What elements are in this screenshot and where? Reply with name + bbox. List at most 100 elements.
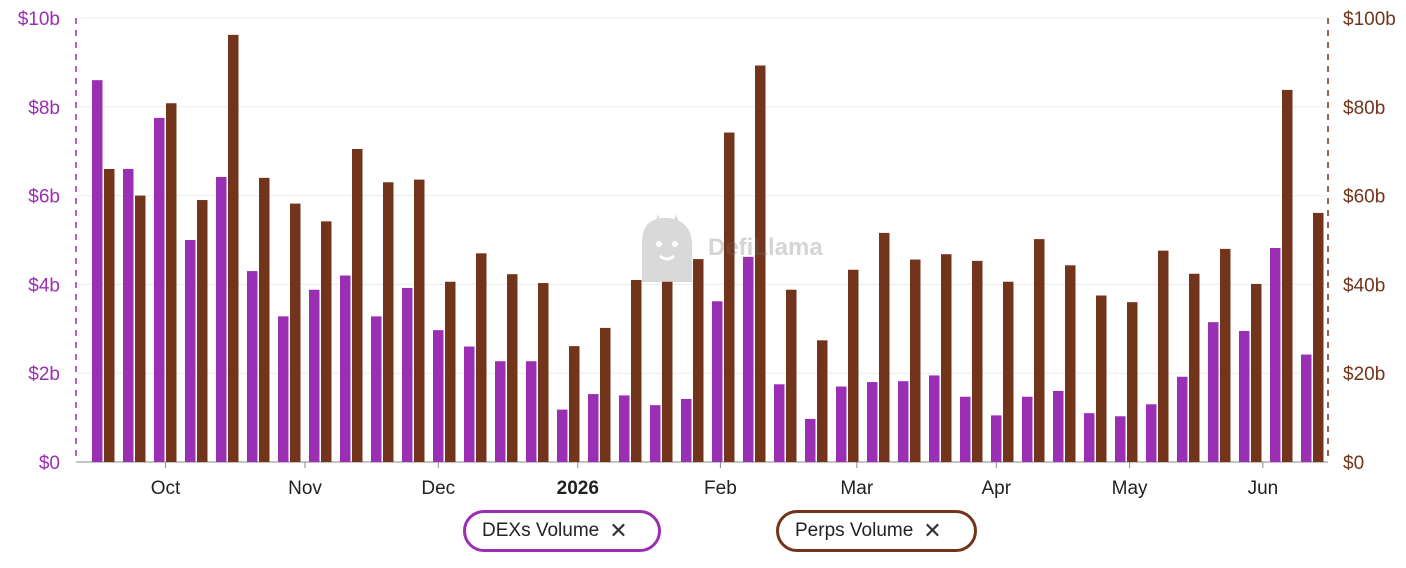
legend: DEXs Volume ✕ Perps Volume ✕ [0, 510, 1406, 556]
dex-volume-bar [1022, 396, 1033, 462]
perp-volume-bar [941, 254, 952, 462]
y-left-tick-label: $8b [28, 98, 60, 119]
perp-volume-bar [166, 103, 177, 463]
legend-dex-volume-toggle[interactable]: DEXs Volume ✕ [463, 510, 661, 552]
dex-volume-bar [929, 375, 940, 462]
dex-volume-bar [960, 396, 971, 462]
dex-volume-bar [1239, 331, 1250, 462]
dex-volume-bar [681, 398, 692, 462]
perp-volume-bar [476, 253, 487, 462]
y-left-tick-label: $2b [28, 364, 60, 385]
dex-volume-bar [1146, 404, 1157, 462]
perp-volume-bar [910, 259, 921, 462]
perp-volume-bar [259, 177, 270, 462]
legend-perp-label: Perps Volume [795, 520, 914, 541]
y-right-tick-label: $80b [1343, 98, 1385, 119]
perp-volume-bar [1003, 281, 1014, 462]
dex-volume-bar [402, 287, 413, 462]
y-right-tick-label: $0 [1343, 453, 1364, 474]
dex-volume-bar [1115, 416, 1126, 462]
y-right-tick-label: $60b [1343, 187, 1385, 208]
perp-volume-bar [135, 195, 146, 462]
dex-volume-bar [216, 176, 227, 462]
perp-volume-bar [507, 274, 518, 462]
perp-volume-bar [724, 132, 735, 462]
perp-volume-bar [1158, 250, 1169, 462]
y-right-tick-label: $40b [1343, 275, 1385, 296]
legend-dex-label: DEXs Volume [482, 520, 600, 541]
perp-volume-bar [445, 281, 456, 462]
legend-perps-volume-toggle[interactable]: Perps Volume ✕ [776, 510, 977, 552]
y-left-tick-label: $0 [39, 453, 60, 474]
perp-volume-bar [538, 283, 549, 462]
perp-volume-bar [321, 221, 332, 462]
watermark-text: DefiLlama [708, 234, 823, 261]
perp-volume-bar [1313, 212, 1324, 462]
dex-volume-bar [526, 361, 537, 462]
dex-volume-bar [557, 409, 568, 462]
x-tick-label: Dec [421, 478, 455, 499]
x-tick-label: Apr [982, 478, 1012, 499]
dex-volume-bar [278, 316, 289, 462]
perp-volume-bar [1220, 248, 1231, 462]
volume-bar-chart: $0 $2b $4b $6b $8b $10b $0 $20b $40b $60b $80b $100… [18, 9, 1396, 499]
dex-volume-bar [185, 240, 196, 462]
perp-volume-bar [786, 289, 797, 462]
dex-volume-bar [309, 289, 320, 462]
dex-volume-bar [1270, 247, 1281, 462]
dex-volume-bar [991, 415, 1002, 462]
perp-volume-bar [352, 148, 363, 463]
close-icon[interactable]: ✕ [609, 518, 628, 543]
x-tick-label: Feb [704, 478, 737, 499]
dex-volume-bar [867, 382, 878, 462]
perp-volume-bar [600, 327, 611, 462]
perp-volume-bar [972, 260, 983, 462]
x-tick-label: Oct [151, 478, 181, 499]
dex-volume-bar [1301, 354, 1312, 462]
y-right-tick-label: $100b [1343, 9, 1396, 30]
perp-volume-bar [1065, 265, 1076, 462]
dex-volume-bar [712, 301, 723, 462]
perp-volume-bar [631, 279, 642, 462]
dex-volume-bar [619, 395, 630, 462]
x-tick-label: 2026 [557, 478, 599, 499]
perp-volume-bar [228, 34, 239, 462]
perp-volume-bar [104, 168, 115, 462]
dex-volume-bar [588, 394, 599, 462]
dex-volume-bar [433, 330, 444, 462]
x-tick-label: May [1112, 478, 1148, 499]
dex-volume-bar [464, 346, 475, 462]
dex-volume-bar [123, 168, 134, 462]
perp-volume-bar [879, 232, 890, 462]
perp-volume-bar [817, 340, 828, 462]
perp-volume-bar [1096, 295, 1107, 462]
dex-volume-bar [92, 80, 103, 462]
dex-volume-bar [1177, 376, 1188, 462]
dex-volume-bar [1053, 390, 1064, 462]
dex-volume-bar [1208, 322, 1219, 462]
perp-volume-bar [755, 65, 766, 463]
dex-volume-bar [154, 117, 165, 463]
perp-volume-bar [383, 182, 394, 462]
dex-volume-bar [247, 271, 258, 462]
perp-volume-bar [197, 200, 208, 463]
dex-volume-bar [1084, 413, 1095, 462]
dex-volume-bar [371, 316, 382, 462]
dex-volume-bar [774, 384, 785, 462]
perp-volume-bar [414, 179, 425, 462]
dex-volume-bar [743, 256, 754, 462]
perp-volume-bar [1034, 239, 1045, 462]
x-tick-label: Nov [288, 478, 322, 499]
perp-volume-bar [1127, 302, 1138, 462]
dex-volume-bar [898, 381, 909, 462]
perp-volume-bar [1251, 283, 1262, 462]
perp-volume-bar [848, 269, 859, 462]
y-right-tick-label: $20b [1343, 364, 1385, 385]
y-left-tick-label: $4b [28, 275, 60, 296]
x-tick-label: Jun [1248, 478, 1279, 499]
perp-volume-bar [290, 203, 301, 463]
y-left-tick-label: $6b [28, 187, 60, 208]
close-icon[interactable]: ✕ [923, 518, 942, 543]
watermark: DefiLlama [632, 212, 862, 287]
perp-volume-bar [569, 346, 580, 462]
